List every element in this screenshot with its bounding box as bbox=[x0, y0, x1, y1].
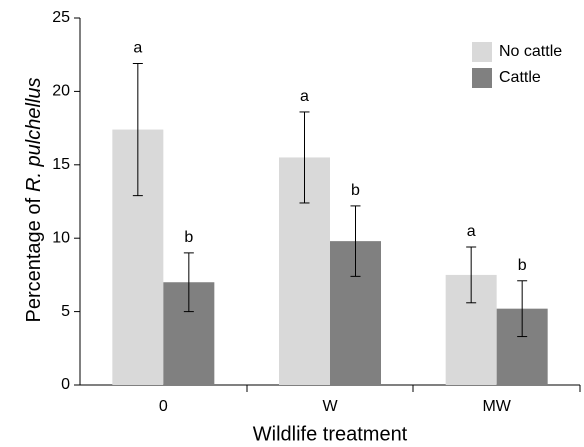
significance-letter: a bbox=[133, 40, 142, 57]
y-label-species: R. pulchellus bbox=[23, 77, 45, 192]
x-tick-label: 0 bbox=[159, 398, 168, 415]
legend-label: No cattle bbox=[499, 43, 562, 60]
y-label-prefix: Percentage of bbox=[23, 198, 45, 323]
x-tick-label: W bbox=[322, 398, 338, 415]
significance-letter: b bbox=[351, 182, 360, 199]
significance-letter: a bbox=[467, 223, 476, 240]
x-axis-label: Wildlife treatment bbox=[253, 423, 408, 445]
y-tick-label: 25 bbox=[52, 9, 70, 26]
legend-label: Cattle bbox=[499, 69, 541, 86]
significance-letter: b bbox=[518, 257, 527, 274]
y-tick-label: 0 bbox=[61, 376, 70, 393]
y-tick-label: 5 bbox=[61, 303, 70, 320]
x-tick-label: MW bbox=[482, 398, 511, 415]
y-tick-label: 20 bbox=[52, 83, 70, 100]
y-tick-label: 15 bbox=[52, 156, 70, 173]
significance-letter: a bbox=[300, 88, 309, 105]
legend-swatch bbox=[472, 68, 492, 88]
legend-swatch bbox=[472, 42, 492, 62]
y-tick-label: 10 bbox=[52, 229, 70, 246]
y-axis-label: Percentage of R. pulchellus bbox=[23, 77, 45, 322]
significance-letter: b bbox=[184, 229, 193, 246]
